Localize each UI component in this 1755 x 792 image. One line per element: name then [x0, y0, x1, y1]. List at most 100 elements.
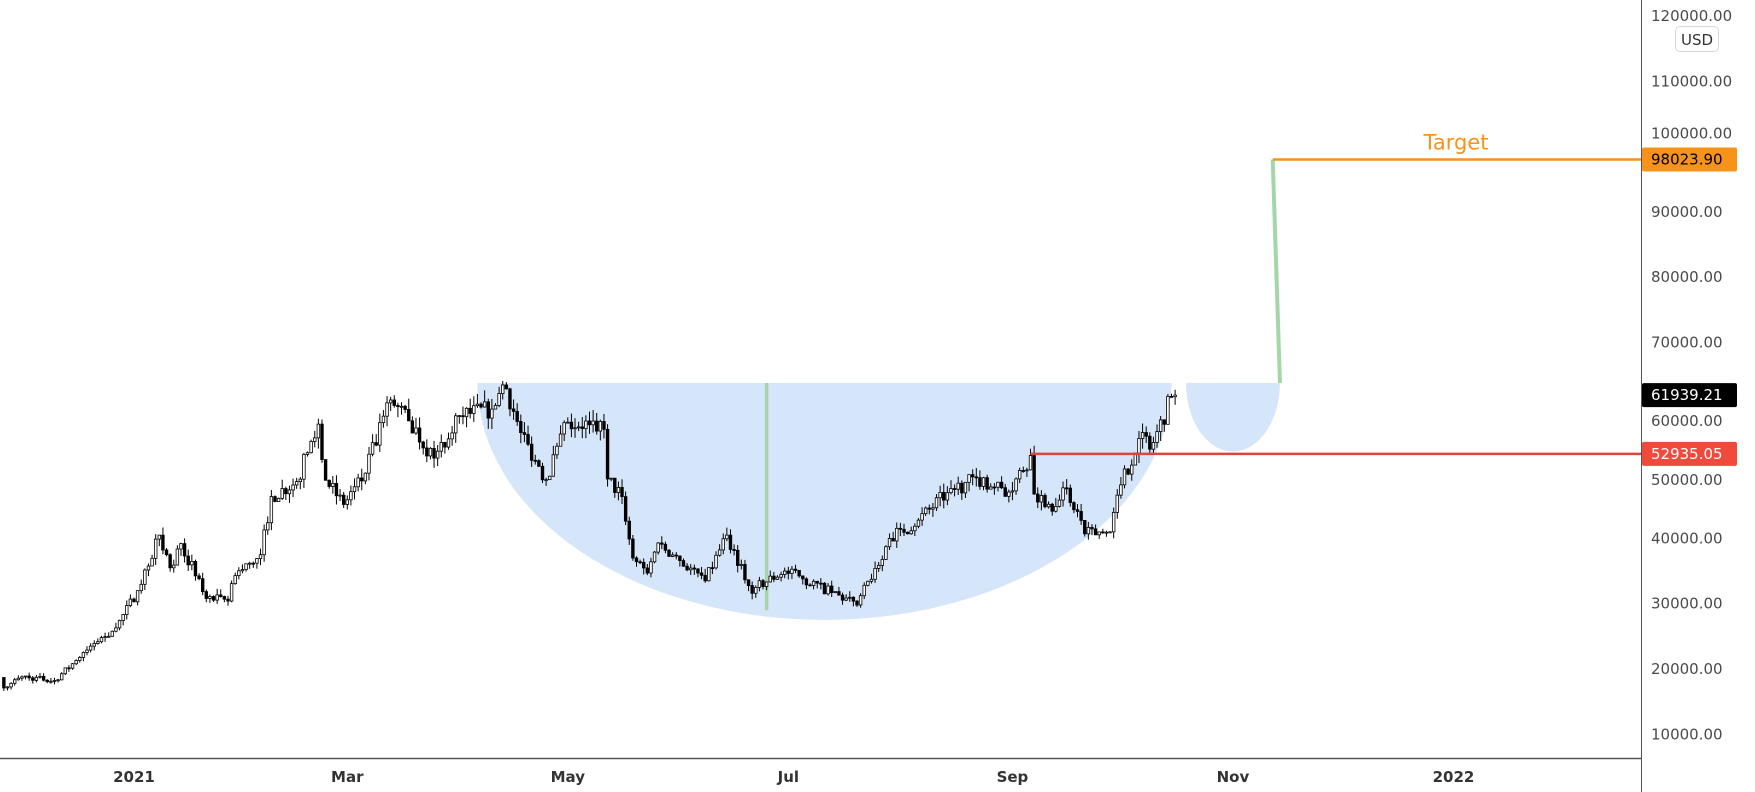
price-tick-label: 70000.00: [1651, 334, 1723, 352]
candle-up: [981, 477, 986, 487]
candle-down: [432, 448, 436, 459]
candle-down: [511, 408, 516, 412]
candle-up: [1007, 491, 1011, 497]
candle-down: [685, 565, 689, 571]
candle-down: [1144, 432, 1148, 437]
candle-up: [150, 557, 154, 567]
candle-up: [1173, 394, 1177, 398]
candle-up: [989, 486, 993, 490]
candle-up: [934, 497, 939, 509]
candle-down: [819, 582, 823, 585]
candle-up: [99, 637, 104, 643]
candle-down: [602, 421, 606, 430]
candle-up: [555, 445, 559, 456]
candle-up: [1104, 531, 1109, 534]
candle-up: [714, 554, 718, 569]
candle-down: [837, 591, 841, 596]
candle-up: [280, 488, 284, 499]
time-axis[interactable]: 2021 Mar May Jul Sep Nov 2022: [113, 768, 1474, 786]
candle-down: [323, 459, 328, 481]
candle-up: [598, 421, 603, 432]
candle-down: [284, 488, 288, 495]
candle-down: [804, 578, 809, 586]
candle-down: [204, 591, 208, 599]
candle-up: [381, 415, 386, 424]
candle-down: [193, 561, 198, 577]
candle-up: [20, 676, 24, 679]
candle-up: [562, 422, 566, 435]
candle-down: [732, 549, 736, 551]
candle-down: [526, 434, 530, 445]
candle-up: [125, 605, 129, 615]
price-tick-label: 20000.00: [1651, 660, 1723, 678]
candle-up: [121, 614, 125, 621]
candle-up: [548, 475, 552, 481]
candle-up: [49, 680, 53, 683]
candle-up: [38, 675, 42, 678]
price-tick-label: 40000.00: [1651, 529, 1723, 547]
candle-down: [587, 420, 592, 426]
time-tick-label: 2022: [1433, 768, 1475, 786]
candle-up: [1086, 527, 1091, 535]
candle-down: [620, 487, 624, 498]
candle-up: [775, 576, 780, 580]
candle-up: [497, 393, 501, 406]
candle-up: [544, 479, 548, 482]
candle-down: [801, 575, 805, 580]
candle-down: [515, 410, 519, 422]
candle-down: [67, 667, 71, 670]
price-axis[interactable]: 10000.00 20000.00 30000.00 40000.00 50000.00…: [1651, 7, 1732, 743]
candle-up: [399, 405, 404, 408]
candle-down: [1036, 493, 1040, 503]
candle-down: [537, 460, 541, 467]
candle-up: [60, 673, 64, 681]
candle-down: [468, 407, 472, 414]
candle-down: [840, 594, 845, 601]
candle-down: [580, 426, 584, 429]
candle-up: [1151, 442, 1156, 450]
candle-up: [1119, 484, 1123, 496]
candle-down: [793, 568, 798, 571]
candle-up: [963, 481, 968, 494]
candle-up: [649, 561, 653, 574]
candle-down: [461, 415, 465, 418]
candle-up: [862, 584, 866, 597]
candle-up: [493, 405, 498, 410]
candle-down: [1003, 487, 1007, 497]
candle-down: [320, 423, 324, 460]
candle-up: [190, 561, 194, 566]
target-price-label: 98023.90: [1651, 151, 1723, 169]
candle-up: [956, 482, 960, 490]
candle-down: [197, 575, 201, 580]
candle-up: [85, 649, 89, 653]
candle-up: [1122, 468, 1127, 486]
candle-down: [638, 561, 642, 564]
candle-down: [772, 575, 776, 580]
pattern-drawings: [477, 382, 1280, 620]
candle-down: [161, 534, 165, 551]
candle-up: [316, 423, 321, 439]
candle-down: [164, 549, 169, 556]
candle-down: [746, 579, 751, 586]
candle-up: [656, 542, 660, 553]
candle-down: [851, 596, 856, 602]
candle-down: [1148, 435, 1152, 450]
candle-up: [454, 415, 458, 434]
candle-down: [815, 580, 819, 584]
currency-button[interactable]: USD: [1675, 26, 1719, 52]
candle-up: [428, 448, 433, 457]
breakout-price-label-box: [1642, 441, 1737, 466]
price-tick-label: 80000.00: [1651, 268, 1723, 286]
candle-up: [916, 519, 921, 527]
candle-up: [363, 472, 368, 482]
candle-up: [1046, 503, 1051, 508]
candle-up: [262, 529, 266, 556]
candle-down: [1162, 419, 1166, 425]
candle-down: [761, 580, 765, 587]
candle-down: [1050, 503, 1054, 512]
candle-up: [920, 513, 924, 521]
candle-up: [356, 477, 360, 488]
candle-down: [540, 465, 545, 481]
candle-up: [266, 522, 270, 531]
